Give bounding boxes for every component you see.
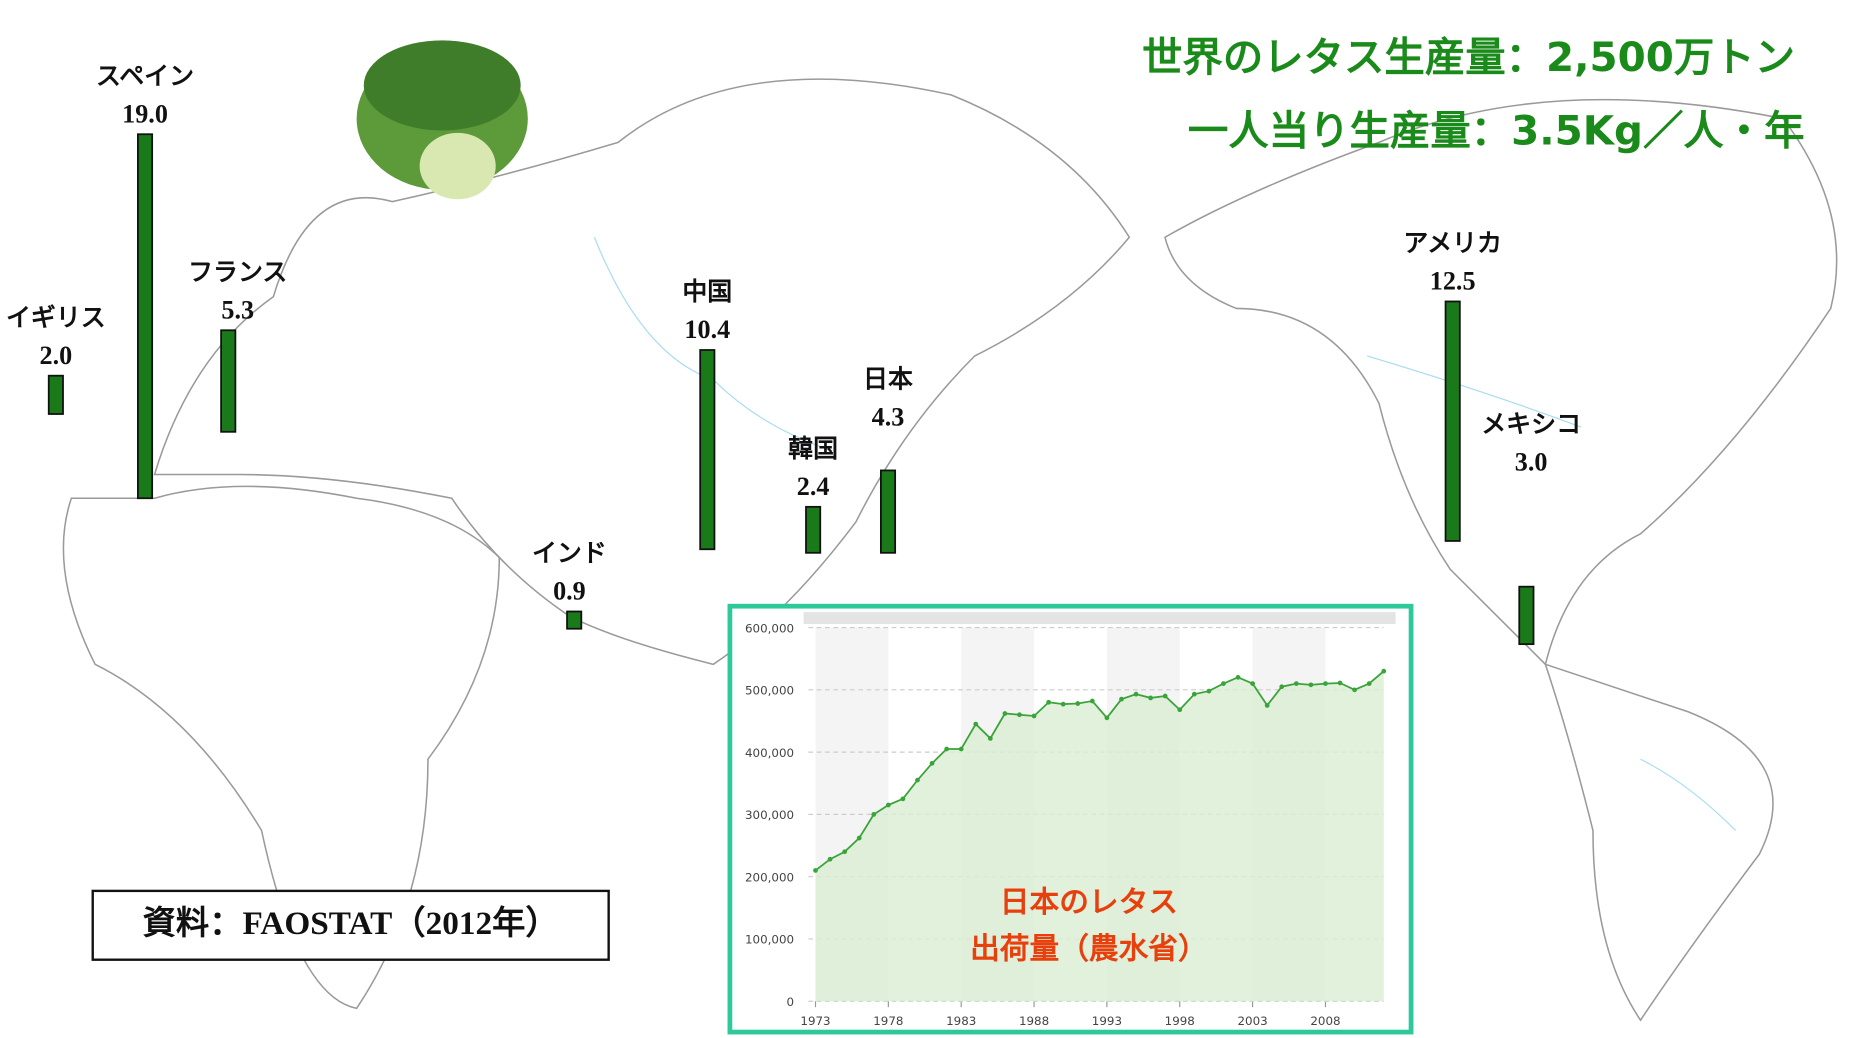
country-label: イギリス — [6, 303, 106, 332]
point — [1367, 681, 1372, 686]
point — [842, 849, 847, 854]
x-tick-label: 1993 — [1092, 1014, 1122, 1028]
value-label: 10.4 — [684, 315, 730, 344]
scrollbar — [804, 612, 1396, 624]
country-label: 中国 — [682, 277, 732, 306]
point — [1381, 669, 1386, 674]
point — [1032, 714, 1037, 719]
title: 世界のレタス生産量：2,500万トン — [1142, 34, 1795, 81]
point — [1352, 687, 1357, 692]
point — [1003, 711, 1008, 716]
country-label: スペイン — [96, 61, 194, 90]
x-tick-label: 1983 — [946, 1014, 976, 1028]
value-label: 19.0 — [122, 99, 168, 128]
point — [930, 761, 935, 766]
x-tick-label: 1978 — [873, 1014, 903, 1028]
point — [886, 803, 891, 808]
annotation: 出荷量（農水省） — [970, 931, 1208, 966]
y-tick-label: 600,000 — [745, 621, 794, 635]
y-tick-label: 300,000 — [745, 808, 794, 822]
point — [1090, 699, 1095, 704]
x-tick-label: 1998 — [1165, 1014, 1195, 1028]
x-tick-label: 2003 — [1237, 1014, 1267, 1028]
point — [1221, 681, 1226, 686]
value-label: 2.0 — [40, 341, 73, 370]
country-label: 日本 — [863, 364, 913, 393]
value-label: 3.0 — [1515, 447, 1548, 476]
point — [1192, 692, 1197, 697]
country-label: インド — [532, 539, 607, 568]
value-label: 4.3 — [872, 402, 905, 431]
point — [1279, 684, 1284, 689]
point — [1134, 692, 1139, 697]
value-label: 12.5 — [1430, 267, 1476, 296]
annotation: 日本のレタス — [1000, 884, 1178, 919]
point — [1163, 694, 1168, 699]
bar — [700, 350, 714, 549]
point — [828, 857, 833, 862]
point — [1265, 703, 1270, 708]
point — [944, 747, 949, 752]
bar — [1519, 587, 1533, 644]
bar — [221, 330, 235, 432]
value-label: 0.9 — [553, 577, 586, 606]
point — [1075, 701, 1080, 706]
point — [1294, 681, 1299, 686]
point — [871, 812, 876, 817]
point — [813, 868, 818, 873]
point — [988, 736, 993, 741]
point — [1119, 697, 1124, 702]
x-tick-label: 1973 — [800, 1014, 830, 1028]
point — [1236, 675, 1241, 680]
bar — [881, 470, 895, 552]
point — [959, 747, 964, 752]
x-tick-label: 2008 — [1310, 1014, 1340, 1028]
value-label: 5.3 — [221, 295, 254, 324]
point — [1061, 702, 1066, 707]
point — [1309, 682, 1314, 687]
bar — [806, 507, 820, 553]
y-tick-label: 400,000 — [745, 746, 794, 760]
bar — [1446, 301, 1460, 540]
bar — [138, 134, 152, 498]
point — [1148, 696, 1153, 701]
point — [1105, 715, 1110, 720]
point — [901, 796, 906, 801]
chart: 世界のレタス生産量：2,500万トン 一人当り生産量：3.5Kg／人・年 資料：… — [0, 0, 1864, 1038]
source: 資料：FAOSTAT（2012年） — [143, 905, 559, 942]
country-label: メキシコ — [1481, 409, 1581, 438]
page: {"chart_data":[ {"type":"bar","title":"世… — [0, 0, 1864, 1038]
country-label: アメリカ — [1403, 229, 1502, 258]
y-tick-label: 0 — [787, 995, 795, 1009]
point — [1017, 712, 1022, 717]
point — [973, 722, 978, 727]
y-tick-label: 200,000 — [745, 870, 794, 884]
point — [1046, 700, 1051, 705]
subtitle: 一人当り生産量：3.5Kg／人・年 — [1188, 108, 1805, 155]
point — [1207, 689, 1212, 694]
point — [1177, 707, 1182, 712]
point — [1250, 681, 1255, 686]
y-tick-label: 100,000 — [745, 933, 794, 947]
x-tick-label: 1988 — [1019, 1014, 1049, 1028]
point — [915, 778, 920, 783]
point — [857, 836, 862, 841]
bar — [567, 611, 581, 628]
country-label: 韓国 — [788, 434, 838, 463]
value-label: 2.4 — [797, 472, 830, 501]
point — [1323, 681, 1328, 686]
bar — [49, 376, 63, 414]
point — [1338, 681, 1343, 686]
country-label: フランス — [188, 257, 287, 286]
y-tick-label: 500,000 — [745, 684, 794, 698]
